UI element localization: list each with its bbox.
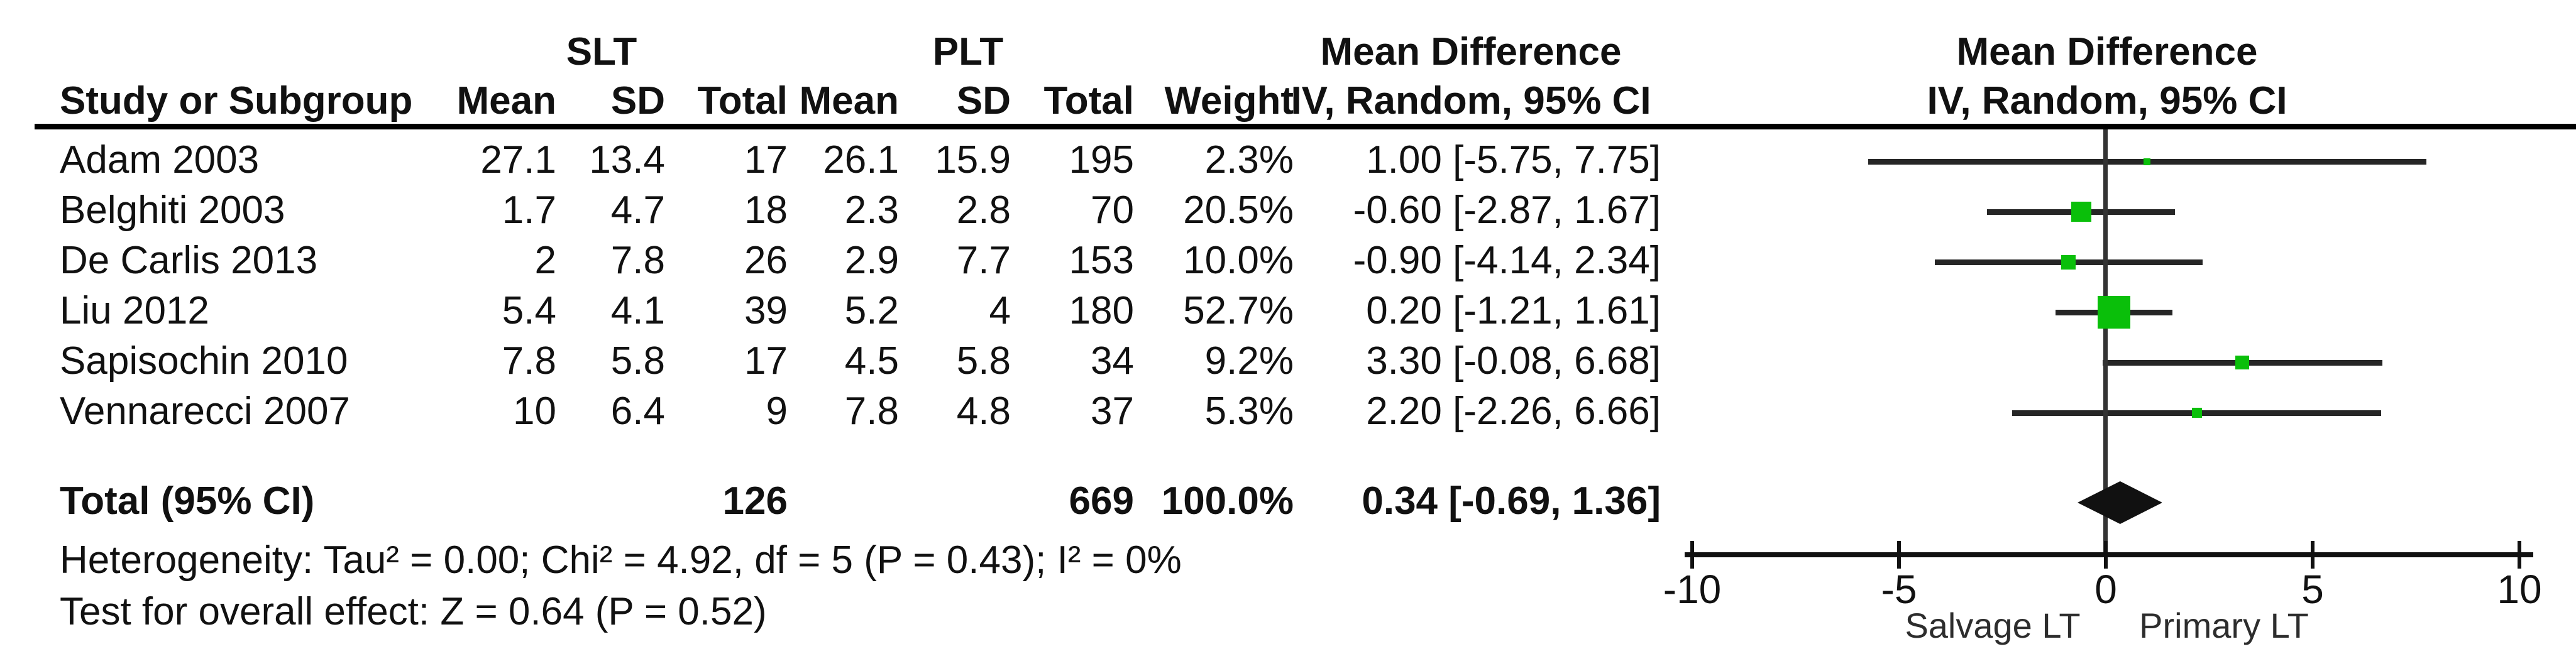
axis-tick-label: 5 xyxy=(2301,567,2324,612)
axis-tick-label: 10 xyxy=(2497,567,2542,612)
ci-text-cell: 0.20 [-1.21, 1.61] xyxy=(1366,289,1661,332)
slt-sd-cell: 13.4 xyxy=(589,138,665,182)
plt-sd-cell: 5.8 xyxy=(956,339,1011,383)
plt-mean-cell: 2.3 xyxy=(844,188,899,232)
plt-sd-cell: 2.8 xyxy=(956,188,1011,232)
total-ci-text: 0.34 [-0.69, 1.36] xyxy=(1362,479,1661,523)
column-header-slt-mean: Mean xyxy=(456,79,556,123)
study-name: Adam 2003 xyxy=(60,138,260,182)
plt-total-cell: 34 xyxy=(1091,339,1134,383)
axis-tick-label: -10 xyxy=(1663,567,1722,612)
effect-square xyxy=(2071,202,2091,222)
slt-total-cell: 17 xyxy=(744,138,788,182)
slt-mean-cell: 2 xyxy=(534,239,556,282)
axis-label-right: Primary LT xyxy=(2139,606,2309,645)
study-name: De Carlis 2013 xyxy=(60,239,318,282)
weight-cell: 9.2% xyxy=(1204,339,1294,383)
plt-sd-cell: 7.7 xyxy=(956,239,1011,282)
axis-tick xyxy=(1690,541,1694,569)
plot-header-line2: IV, Random, 95% CI xyxy=(1927,79,2287,123)
effect-square xyxy=(2235,356,2250,369)
plt-mean-cell: 4.5 xyxy=(844,339,899,383)
total-plt-total: 669 xyxy=(1069,479,1134,523)
column-header-slt-sd: SD xyxy=(610,79,665,123)
slt-sd-cell: 6.4 xyxy=(610,390,665,433)
zero-line xyxy=(2103,129,2108,555)
effect-square xyxy=(2191,408,2202,418)
ci-text-cell: -0.90 [-4.14, 2.34] xyxy=(1353,239,1661,282)
axis-tick xyxy=(2311,541,2315,569)
slt-mean-cell: 27.1 xyxy=(480,138,556,182)
study-name: Sapisochin 2010 xyxy=(60,339,348,383)
ci-text-cell: 1.00 [-5.75, 7.75] xyxy=(1366,138,1661,182)
plt-total-cell: 37 xyxy=(1091,390,1134,433)
plt-total-cell: 180 xyxy=(1069,289,1134,332)
summary-diamond-shape xyxy=(2077,481,2162,524)
slt-sd-cell: 4.7 xyxy=(610,188,665,232)
slt-mean-cell: 5.4 xyxy=(502,289,556,332)
group-header-plt: PLT xyxy=(932,30,1004,74)
weight-cell: 5.3% xyxy=(1204,390,1294,433)
ci-text-cell: 3.30 [-0.08, 6.68] xyxy=(1366,339,1661,383)
plt-mean-cell: 2.9 xyxy=(844,239,899,282)
md-column-header-line2: IV, Random, 95% CI xyxy=(1291,79,1651,123)
axis-tick xyxy=(2518,541,2521,569)
slt-mean-cell: 1.7 xyxy=(502,188,556,232)
study-name: Liu 2012 xyxy=(60,289,209,332)
plt-total-cell: 153 xyxy=(1069,239,1134,282)
plot-header-line1: Mean Difference xyxy=(1956,30,2258,74)
slt-total-cell: 9 xyxy=(766,390,788,433)
summary-diamond xyxy=(2077,481,2162,524)
plt-sd-cell: 4 xyxy=(989,289,1011,332)
header-rule xyxy=(35,124,2576,129)
study-name: Belghiti 2003 xyxy=(60,188,285,232)
axis-label-left: Salvage LT xyxy=(1905,606,2081,645)
axis-tick xyxy=(1897,541,1901,569)
slt-mean-cell: 10 xyxy=(513,390,556,433)
weight-cell: 2.3% xyxy=(1204,138,1294,182)
total-weight: 100.0% xyxy=(1161,479,1294,523)
column-header-plt-sd: SD xyxy=(956,79,1011,123)
slt-total-cell: 18 xyxy=(744,188,788,232)
slt-sd-cell: 5.8 xyxy=(610,339,665,383)
column-header-weight: Weight xyxy=(1164,79,1294,123)
weight-cell: 52.7% xyxy=(1183,289,1294,332)
heterogeneity-text: Heterogeneity: Tau² = 0.00; Chi² = 4.92,… xyxy=(60,538,1182,582)
column-header-plt-total: Total xyxy=(1043,79,1135,123)
x-axis xyxy=(1685,552,2533,557)
slt-mean-cell: 7.8 xyxy=(502,339,556,383)
slt-sd-cell: 4.1 xyxy=(610,289,665,332)
effect-square xyxy=(2144,158,2151,165)
plt-sd-cell: 15.9 xyxy=(935,138,1011,182)
slt-sd-cell: 7.8 xyxy=(610,239,665,282)
ci-text-cell: -0.60 [-2.87, 1.67] xyxy=(1353,188,1661,232)
slt-total-cell: 39 xyxy=(744,289,788,332)
column-header-study: Study or Subgroup xyxy=(60,79,413,123)
plt-mean-cell: 26.1 xyxy=(823,138,899,182)
axis-tick-label: -5 xyxy=(1881,567,1917,612)
slt-total-cell: 26 xyxy=(744,239,788,282)
slt-total-cell: 17 xyxy=(744,339,788,383)
study-name: Vennarecci 2007 xyxy=(60,390,350,433)
axis-tick-label: 0 xyxy=(2094,567,2117,612)
weight-cell: 10.0% xyxy=(1183,239,1294,282)
md-column-header-line1: Mean Difference xyxy=(1320,30,1622,74)
plt-mean-cell: 5.2 xyxy=(844,289,899,332)
effect-square xyxy=(2098,296,2131,329)
effect-square xyxy=(2061,254,2076,270)
plt-sd-cell: 4.8 xyxy=(956,390,1011,433)
ci-text-cell: 2.20 [-2.26, 6.66] xyxy=(1366,390,1661,433)
total-slt-total: 126 xyxy=(722,479,788,523)
plt-mean-cell: 7.8 xyxy=(844,390,899,433)
plt-total-cell: 195 xyxy=(1069,138,1134,182)
group-header-slt: SLT xyxy=(566,30,637,74)
axis-tick xyxy=(2104,541,2108,569)
plt-total-cell: 70 xyxy=(1091,188,1134,232)
total-row-label: Total (95% CI) xyxy=(60,479,315,523)
overall-effect-text: Test for overall effect: Z = 0.64 (P = 0… xyxy=(60,590,767,633)
column-header-plt-mean: Mean xyxy=(799,79,899,123)
column-header-slt-total: Total xyxy=(697,79,788,123)
weight-cell: 20.5% xyxy=(1183,188,1294,232)
